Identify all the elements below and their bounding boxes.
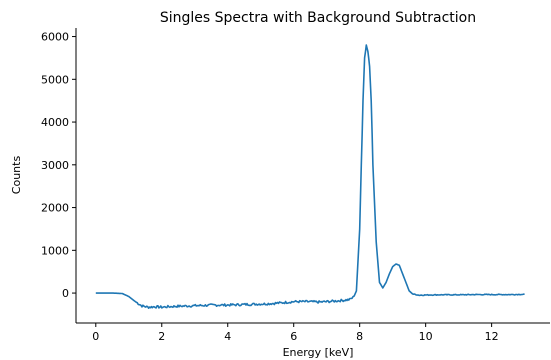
series-line xyxy=(95,44,525,309)
x-tick-label: 4 xyxy=(224,330,231,343)
x-tick-label: 0 xyxy=(92,330,99,343)
x-axis-label: Energy [keV] xyxy=(283,346,354,359)
y-tick-label: 1000 xyxy=(41,244,69,257)
y-tick-label: 4000 xyxy=(41,116,69,129)
chart-title: Singles Spectra with Background Subtract… xyxy=(160,10,476,26)
y-tick-label: 6000 xyxy=(41,31,69,44)
x-tick-label: 6 xyxy=(290,330,297,343)
y-tick-label: 3000 xyxy=(41,159,69,172)
y-axis-ticks: 0 1000 2000 3000 4000 5000 6000 xyxy=(41,31,76,300)
x-axis-ticks: 0 2 4 6 8 10 12 xyxy=(92,323,499,343)
y-tick-label: 5000 xyxy=(41,73,69,86)
x-tick-label: 12 xyxy=(485,330,499,343)
x-tick-label: 10 xyxy=(419,330,433,343)
y-tick-label: 2000 xyxy=(41,202,69,215)
axes-frame xyxy=(75,28,550,324)
y-axis-label: Counts xyxy=(10,156,23,195)
y-tick-label: 0 xyxy=(62,287,69,300)
plot-area xyxy=(95,44,525,309)
x-tick-label: 2 xyxy=(158,330,165,343)
x-tick-label: 8 xyxy=(356,330,363,343)
